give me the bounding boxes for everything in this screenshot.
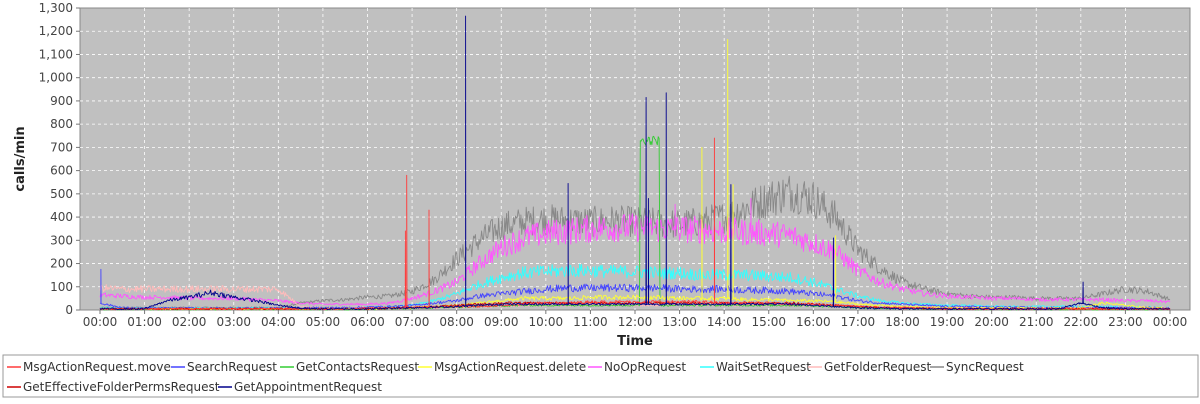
- legend-label-getcontactsrequest: GetContactsRequest: [296, 360, 419, 374]
- legend-box: [2, 354, 1199, 398]
- y-tick-label: 1,300: [39, 1, 73, 15]
- x-tick-label: 03:00: [216, 315, 251, 329]
- x-tick-label: 05:00: [306, 315, 341, 329]
- x-tick-label: 06:00: [350, 315, 385, 329]
- legend-label-searchrequest: SearchRequest: [187, 360, 277, 374]
- x-tick-label: 17:00: [841, 315, 876, 329]
- x-tick-label: 07:00: [395, 315, 430, 329]
- y-tick-label: 300: [50, 233, 73, 247]
- legend-label-msgactionrequest-delete: MsgActionRequest.delete: [434, 360, 586, 374]
- legend-label-getfolderrequest: GetFolderRequest: [824, 360, 932, 374]
- y-tick-label: 1,200: [39, 24, 73, 38]
- series-line-syncrequest: [99, 175, 1171, 310]
- x-tick-label: 16:00: [796, 315, 831, 329]
- y-tick-label: 100: [50, 280, 73, 294]
- x-axis-title: Time: [617, 334, 653, 349]
- y-tick-label: 1,100: [39, 47, 73, 61]
- x-tick-label: 02:00: [172, 315, 207, 329]
- x-tick-label: 20:00: [974, 315, 1009, 329]
- x-tick-label: 19:00: [930, 315, 965, 329]
- x-tick-label: 01:00: [127, 315, 162, 329]
- x-tick-label: 08:00: [439, 315, 474, 329]
- x-tick-label: 13:00: [662, 315, 697, 329]
- y-tick-label: 800: [50, 117, 73, 131]
- y-tick-label: 500: [50, 187, 73, 201]
- x-tick-label: 15:00: [751, 315, 786, 329]
- axes: 0 100 200 300 400 500 600 700 800 900 1,000 1,100 1,…: [39, 1, 1188, 329]
- x-tick-label: 10:00: [529, 315, 564, 329]
- x-tick-label: 00:00: [1153, 315, 1188, 329]
- series-line-getappointmentrequest: [99, 15, 1171, 311]
- x-tick-label: 22:00: [1064, 315, 1099, 329]
- legend-label-geteffectivefolderpermsrequest: GetEffectiveFolderPermsRequest: [23, 380, 220, 394]
- legend-label-nooprequest: NoOpRequest: [604, 360, 686, 374]
- x-tick-label: 23:00: [1108, 315, 1143, 329]
- x-tick-label: 04:00: [261, 315, 296, 329]
- legend: MsgActionRequest.move SearchRequest GetCon…: [2, 354, 1199, 398]
- legend-label-msgactionrequest-move: MsgActionRequest.move: [23, 360, 171, 374]
- x-tick-label: 14:00: [707, 315, 742, 329]
- series-line-nooprequest: [99, 198, 1171, 306]
- y-tick-label: 400: [50, 210, 73, 224]
- legend-label-syncrequest: SyncRequest: [946, 360, 1024, 374]
- y-tick-label: 600: [50, 164, 73, 178]
- x-tick-label: 09:00: [484, 315, 519, 329]
- x-tick-label: 11:00: [573, 315, 608, 329]
- legend-label-waitsetrequest: WaitSetRequest: [716, 360, 811, 374]
- x-tick-label: 00:00: [83, 315, 118, 329]
- x-tick-label: 18:00: [885, 315, 920, 329]
- y-axis-title: calls/min: [13, 126, 28, 191]
- legend-label-getappointmentrequest: GetAppointmentRequest: [234, 380, 382, 394]
- y-tick-label: 200: [50, 257, 73, 271]
- x-tick-label: 21:00: [1019, 315, 1054, 329]
- y-tick-label: 900: [50, 94, 73, 108]
- y-tick-label: 1,000: [39, 71, 73, 85]
- plot-area: [79, 7, 1191, 311]
- x-tick-label: 12:00: [618, 315, 653, 329]
- y-tick-label: 0: [65, 303, 73, 317]
- y-tick-label: 700: [50, 140, 73, 154]
